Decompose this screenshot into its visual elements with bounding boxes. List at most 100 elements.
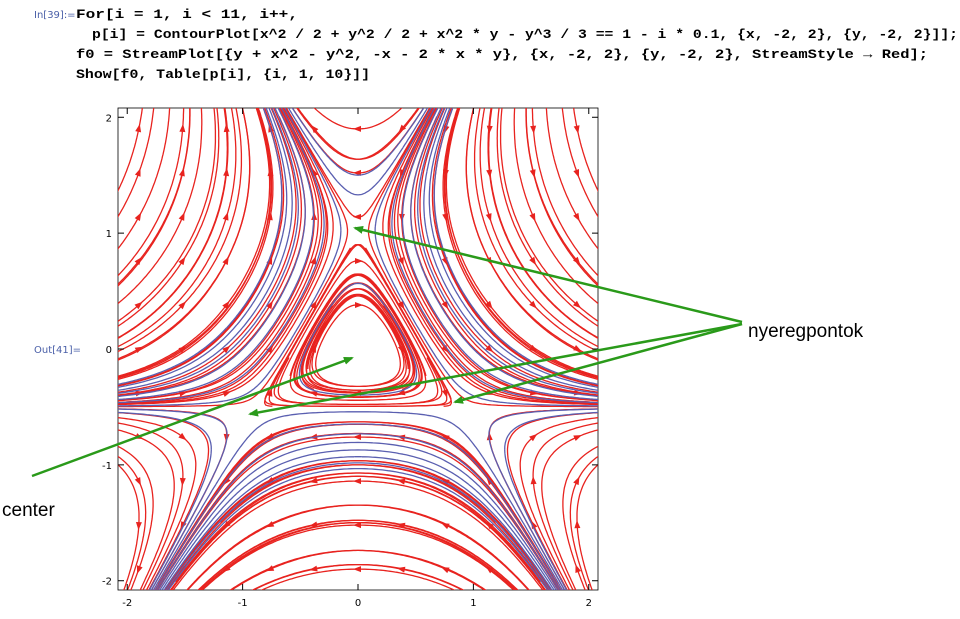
stream-arrow: [222, 520, 231, 529]
stream-arrow: [529, 433, 538, 442]
stream-arrow: [222, 212, 229, 221]
streamline: [118, 108, 155, 218]
streamline: [443, 108, 598, 378]
streamline: [118, 108, 217, 323]
stream-arrow: [178, 301, 187, 310]
streamline: [118, 108, 323, 403]
streamline: [541, 429, 598, 590]
stream-arrow: [486, 125, 493, 134]
stream-arrow: [441, 389, 448, 398]
streamline: [465, 108, 598, 360]
stream-arrow: [179, 477, 186, 487]
streamline: [118, 108, 191, 287]
streamline: [197, 519, 519, 590]
stream-arrow: [529, 212, 536, 222]
stream-arrow: [222, 391, 232, 397]
stream-arrow: [396, 566, 406, 573]
streamline: [367, 108, 598, 408]
streamline: [382, 108, 598, 406]
streamline: [531, 108, 598, 277]
plot-area: [118, 108, 598, 590]
stream-arrow: [353, 478, 361, 485]
stream-arrow: [441, 522, 450, 530]
axes: -2 -1 0 1 2 -2 -1 0 1 2: [102, 108, 598, 609]
streamline: [118, 108, 285, 387]
streamline: [118, 108, 349, 408]
stream-arrow: [178, 432, 187, 441]
stream-arrow: [441, 434, 450, 442]
streamline: [118, 108, 143, 193]
stream-arrow: [355, 301, 363, 308]
stream-arrow: [573, 125, 580, 134]
stream-arrow: [441, 300, 449, 310]
input-label: In[39]:=: [34, 10, 76, 21]
contour: [118, 108, 598, 590]
streamline: [118, 108, 237, 348]
stream-arrow: [136, 565, 143, 574]
stream-arrow: [266, 345, 274, 354]
streamline: [569, 455, 598, 590]
y-tick-label: 1: [106, 229, 112, 240]
streamline: [488, 108, 598, 339]
code-line: f0 = StreamPlot[{y + x^2 - y^2, -x - 2 *…: [76, 47, 928, 62]
contour: [118, 108, 598, 590]
stream-arrow: [397, 345, 404, 354]
stream-arrow: [396, 478, 406, 485]
code-line: p[i] = ContourPlot[x^2 / 2 + y^2 / 2 + x…: [92, 27, 958, 42]
stream-arrow: [398, 257, 404, 266]
streamline: [118, 429, 175, 590]
streamline: [397, 108, 598, 402]
x-tick-label: 0: [355, 598, 361, 609]
streamline: [519, 416, 598, 590]
arrow: [453, 322, 743, 404]
stream-arrow: [223, 476, 231, 486]
stream-arrow: [398, 124, 407, 133]
plot-frame: [117, 107, 599, 591]
streamline: [175, 472, 547, 590]
stream-arrow: [134, 477, 141, 486]
stream-arrow: [573, 476, 580, 486]
stream-arrow: [353, 566, 361, 573]
streamline: [118, 108, 220, 327]
streamline: [479, 108, 598, 348]
streamline: [561, 108, 598, 218]
stream-arrow: [134, 212, 142, 221]
arrow: [31, 356, 354, 478]
streamline: [157, 421, 562, 590]
stream-arrow: [530, 476, 537, 485]
x-tick-label: -1: [238, 598, 248, 609]
stream-arrow: [310, 256, 317, 265]
stream-arrow: [529, 256, 537, 266]
stream-arrow: [573, 169, 580, 178]
streamline: [199, 521, 516, 590]
stream-arrow: [529, 344, 538, 352]
stream-arrow: [529, 300, 537, 309]
stream-arrow: [134, 301, 143, 310]
streamline: [170, 475, 546, 590]
stream-arrow: [178, 168, 185, 177]
x-tick-label: 1: [470, 598, 476, 609]
streamline: [499, 108, 598, 323]
y-tick-label: -1: [102, 461, 112, 472]
streamline: [118, 445, 154, 590]
streamline: [473, 108, 598, 353]
streamline: [573, 108, 598, 193]
contour: [118, 108, 598, 590]
stream-arrow: [353, 169, 361, 176]
stream-arrow: [575, 564, 582, 573]
streamline: [164, 460, 552, 590]
streamline: [389, 108, 598, 404]
streamline: [118, 108, 334, 406]
streamline: [118, 108, 271, 377]
streamline: [496, 108, 598, 327]
streamline: [118, 455, 147, 590]
streamline: [219, 464, 550, 590]
stream-arrow: [530, 125, 537, 134]
streamline: [118, 108, 303, 396]
stream-arrow: [222, 564, 231, 573]
streamline: [118, 108, 171, 250]
y-tick-label: 2: [106, 113, 112, 124]
stream-arrow: [222, 345, 231, 354]
stream-arrow: [397, 300, 405, 310]
streamline: [413, 108, 598, 396]
